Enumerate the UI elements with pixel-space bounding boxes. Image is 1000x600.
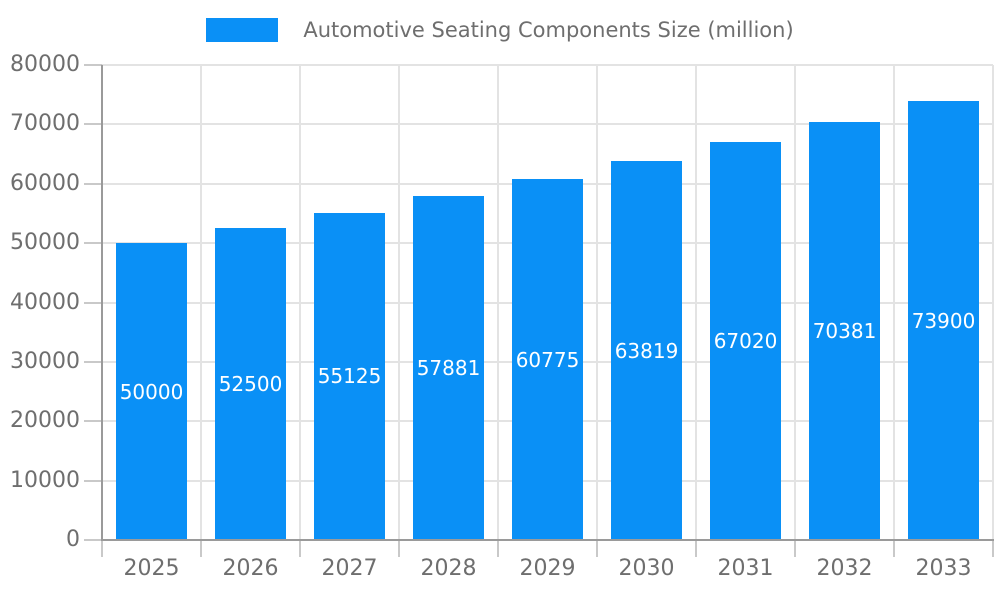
y-axis-tick bbox=[84, 360, 102, 363]
y-axis-tick bbox=[84, 64, 102, 66]
y-axis-label: 70000 bbox=[10, 111, 80, 137]
x-axis-label: 2027 bbox=[321, 556, 378, 581]
bar-2033[interactable]: 73900 bbox=[908, 101, 979, 540]
x-axis-label: 2033 bbox=[915, 556, 972, 581]
bar-2029[interactable]: 60775 bbox=[512, 179, 583, 540]
bar-2031[interactable]: 67020 bbox=[710, 142, 781, 540]
x-axis-tick bbox=[497, 540, 499, 557]
y-axis-label: 50000 bbox=[10, 230, 80, 256]
bar-value-label: 55125 bbox=[317, 364, 382, 389]
x-axis-label: 2029 bbox=[519, 556, 576, 581]
x-axis-tick bbox=[596, 540, 598, 557]
x-axis-label: 2025 bbox=[123, 556, 180, 581]
y-axis-label: 0 bbox=[66, 527, 80, 552]
y-axis-label: 10000 bbox=[10, 467, 80, 493]
x-axis-label: 2028 bbox=[420, 556, 477, 581]
gridline-vertical bbox=[695, 65, 697, 540]
bar-value-label: 60775 bbox=[515, 347, 580, 372]
gridline-vertical bbox=[200, 65, 202, 540]
bar-2027[interactable]: 55125 bbox=[314, 212, 385, 540]
gridline-vertical bbox=[497, 65, 499, 540]
y-axis-label: 60000 bbox=[10, 170, 80, 196]
y-axis-label: 30000 bbox=[10, 348, 80, 374]
legend: Automotive Seating Components Size (mill… bbox=[0, 18, 1000, 42]
bar-value-label: 70381 bbox=[812, 319, 877, 344]
bar-value-label: 63819 bbox=[614, 338, 679, 363]
bar-2028[interactable]: 57881 bbox=[413, 196, 484, 540]
x-axis-label: 2032 bbox=[816, 556, 873, 581]
bar-value-label: 67020 bbox=[713, 329, 778, 354]
x-axis-tick bbox=[893, 540, 895, 557]
plot-area: 0 10000 20000 30000 40000 50000 60000 70000 8000… bbox=[10, 52, 994, 581]
gridline-vertical bbox=[596, 65, 598, 540]
gridline-vertical bbox=[398, 65, 400, 540]
y-axis-tick bbox=[84, 301, 102, 304]
y-axis-tick bbox=[84, 479, 102, 482]
gridline-vertical bbox=[794, 65, 796, 540]
x-axis-tick bbox=[101, 540, 103, 557]
gridline-vertical bbox=[893, 65, 895, 540]
bar-value-label: 73900 bbox=[911, 308, 976, 333]
x-axis-label: 2030 bbox=[618, 556, 675, 581]
y-axis-tick bbox=[84, 539, 102, 541]
bar-value-label: 57881 bbox=[416, 356, 481, 381]
x-axis-line bbox=[101, 539, 994, 541]
x-axis-tick bbox=[992, 540, 994, 557]
x-axis-tick bbox=[794, 540, 796, 557]
y-axis-tick bbox=[84, 420, 102, 423]
legend-label: Automotive Seating Components Size (mill… bbox=[303, 18, 794, 42]
bar-value-label: 52500 bbox=[218, 372, 283, 397]
bar-2025[interactable]: 50000 bbox=[116, 243, 187, 540]
x-axis-label: 2026 bbox=[222, 556, 279, 581]
x-axis-tick bbox=[200, 540, 202, 557]
gridline-horizontal bbox=[102, 123, 993, 126]
x-axis-label: 2031 bbox=[717, 556, 774, 581]
gridline-vertical bbox=[992, 65, 994, 540]
x-axis-tick bbox=[695, 540, 697, 557]
legend-swatch[interactable] bbox=[206, 18, 279, 42]
bar-2032[interactable]: 70381 bbox=[809, 122, 880, 540]
y-axis-tick bbox=[84, 182, 102, 185]
bar-2030[interactable]: 63819 bbox=[611, 161, 682, 540]
gridline-vertical bbox=[299, 65, 301, 540]
y-axis-label: 40000 bbox=[10, 289, 80, 315]
y-axis-line bbox=[101, 65, 103, 540]
bar-value-label: 50000 bbox=[119, 379, 184, 404]
x-axis-tick bbox=[398, 540, 400, 557]
y-axis-tick bbox=[84, 242, 102, 245]
gridline-horizontal bbox=[102, 64, 993, 66]
y-axis-label: 80000 bbox=[10, 52, 80, 77]
y-axis-label: 20000 bbox=[10, 408, 80, 434]
y-axis-tick bbox=[84, 123, 102, 126]
bar-2026[interactable]: 52500 bbox=[215, 228, 286, 540]
x-axis-tick bbox=[299, 540, 301, 557]
